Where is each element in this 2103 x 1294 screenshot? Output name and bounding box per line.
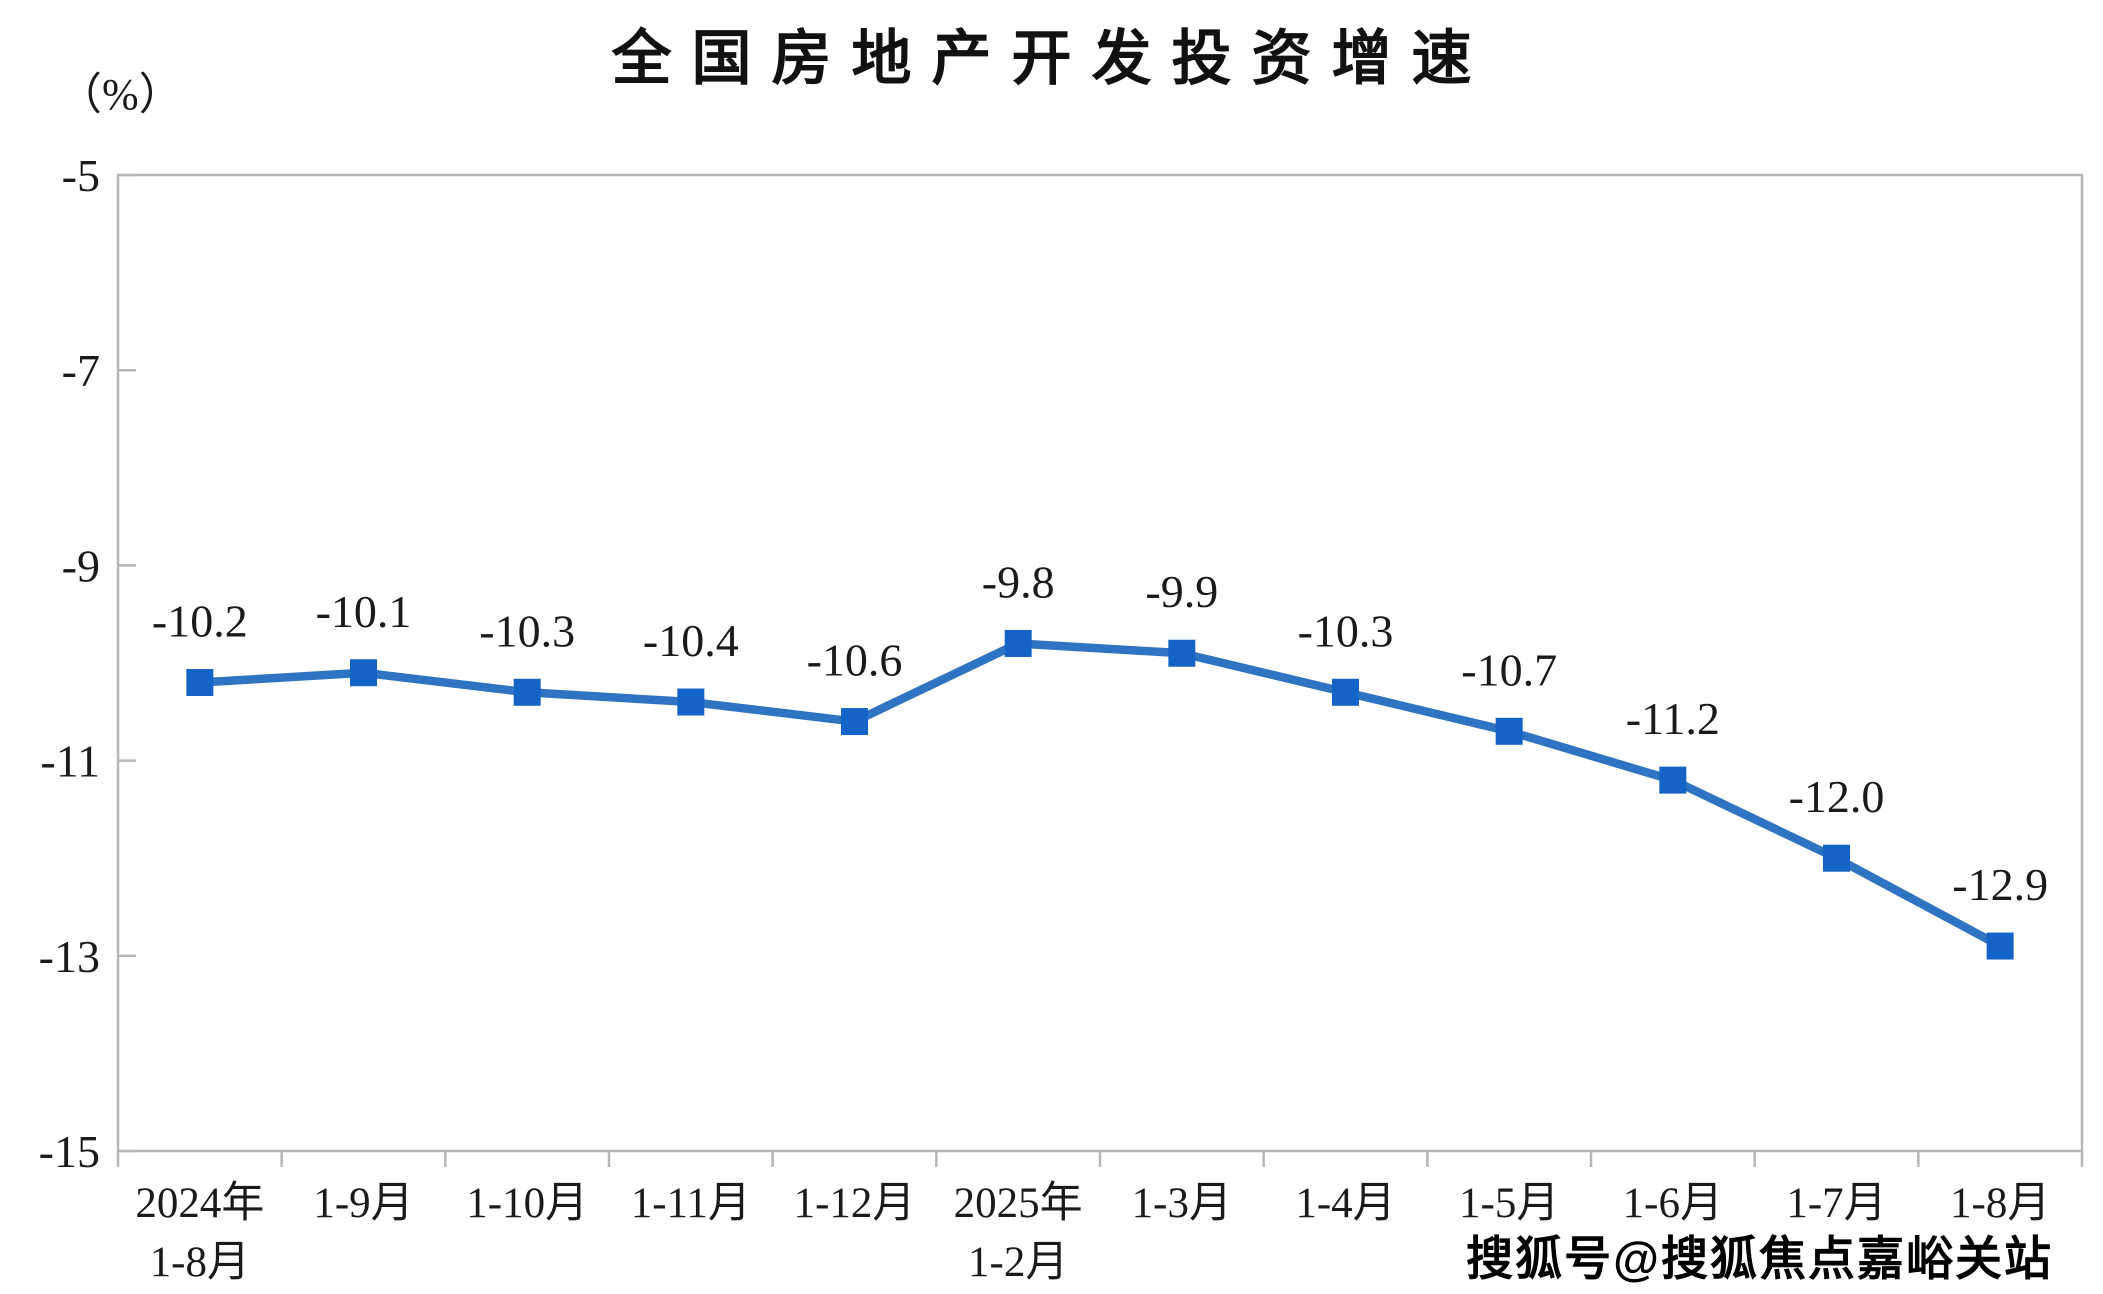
data-point-label: -10.4 <box>643 615 739 666</box>
chart-title: 全国房地产开发投资增速 <box>611 25 1492 92</box>
data-point-marker <box>1659 766 1687 794</box>
data-point-marker <box>1823 844 1850 872</box>
data-point-label: -12.0 <box>1789 771 1885 822</box>
x-axis-category-label: 1-2月 <box>968 1239 1068 1286</box>
x-axis-category-label: 1-5月 <box>1459 1180 1559 1227</box>
data-point-marker <box>1986 932 2014 960</box>
x-axis-category-label: 2024年 <box>135 1180 264 1227</box>
y-axis-tick-label: -9 <box>62 540 100 591</box>
plot-border <box>116 173 2084 1153</box>
x-axis-category-label: 1-10月 <box>466 1180 588 1227</box>
data-point-label: -9.9 <box>1145 566 1218 617</box>
y-axis-tick-label: -13 <box>39 931 100 982</box>
data-point-marker <box>1004 629 1032 657</box>
data-point-marker <box>1168 639 1196 667</box>
y-axis-unit-label: （%） <box>58 70 183 119</box>
x-axis-category-label: 1-9月 <box>313 1180 413 1227</box>
data-point-label: -9.8 <box>982 556 1055 607</box>
x-axis-category-label: 1-8月 <box>1950 1180 2050 1227</box>
y-axis-tick-label: -15 <box>39 1126 100 1177</box>
data-point-label: -10.7 <box>1461 644 1557 695</box>
data-point-marker <box>1495 717 1523 745</box>
x-axis-category-label: 1-8月 <box>150 1239 250 1286</box>
data-point-marker <box>841 708 868 736</box>
x-axis-category-label: 1-11月 <box>631 1180 751 1227</box>
series-line <box>195 639 2005 951</box>
data-point-marker <box>186 669 214 697</box>
x-axis-category-label: 2025年 <box>954 1180 1083 1227</box>
data-point-label: -10.3 <box>479 605 575 656</box>
data-point-marker <box>513 678 541 706</box>
x-axis-category-label: 1-3月 <box>1132 1180 1232 1227</box>
y-axis-tick-label: -7 <box>62 345 100 396</box>
x-axis-category-label: 1-4月 <box>1295 1180 1395 1227</box>
data-point-label: -10.2 <box>152 596 248 647</box>
data-point-marker <box>350 659 377 687</box>
data-point-label: -11.2 <box>1626 693 1720 744</box>
watermark: 搜狐号@搜狐焦点嘉峪关站 <box>1466 1232 2053 1285</box>
x-axis-category-label: 1-12月 <box>794 1180 916 1227</box>
y-axis-tick-label: -5 <box>62 150 100 201</box>
x-axis-category-label: 1-6月 <box>1623 1180 1723 1227</box>
data-point-marker <box>1332 678 1359 706</box>
data-point-label: -10.1 <box>316 586 412 637</box>
y-axis-tick-label: -11 <box>40 736 100 787</box>
data-point-label: -10.6 <box>807 635 903 686</box>
data-point-label: -10.3 <box>1298 605 1394 656</box>
data-point-marker <box>677 688 705 716</box>
x-axis-category-label: 1-7月 <box>1786 1180 1886 1227</box>
data-point-label: -12.9 <box>1952 859 2048 910</box>
